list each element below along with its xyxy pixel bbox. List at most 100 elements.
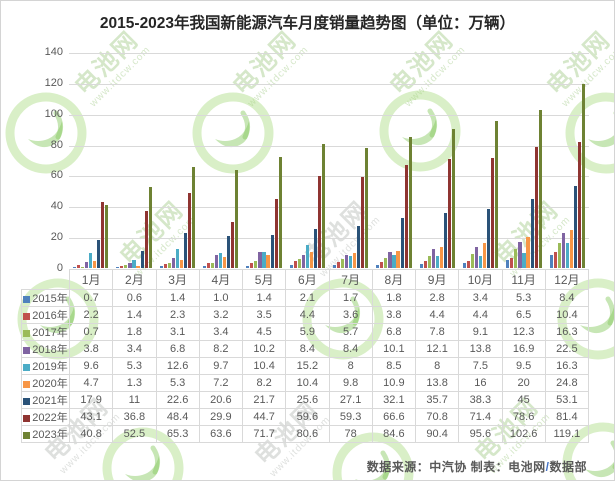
legend-swatch-icon: [23, 414, 31, 422]
bar-2022年-2月: [144, 211, 148, 268]
bar-2015年-4月: [202, 266, 207, 268]
bar-2023年-6月: [321, 143, 326, 268]
value-cell: 95.6: [458, 425, 503, 443]
value-cell: 7.2: [198, 374, 244, 392]
y-axis-tick-label: 100: [44, 107, 63, 120]
value-cell: 44.7: [241, 408, 287, 426]
month-header-cell: 1月: [68, 269, 114, 290]
value-cell: 59.6: [285, 408, 330, 426]
value-cell: 2.2: [68, 306, 114, 324]
value-cell: 27.1: [328, 391, 373, 409]
maker-dept-label: 数据部: [549, 460, 587, 474]
value-cell: 36.8: [112, 408, 157, 426]
legend-cell-2020年: 2020年: [21, 374, 70, 392]
value-cell: 78: [328, 425, 373, 443]
table-row-2018年: 2018年 3.8 3.4 6.8 8.2 10.2 8.4 8.4 10.1 12.1 13.8 1…: [21, 340, 590, 358]
value-cell: 78.6: [501, 408, 546, 426]
legend-swatch-icon: [23, 346, 31, 354]
bar-2020年-12月: [569, 229, 573, 268]
value-cell: 81.4: [544, 408, 590, 426]
bar-2017年-2月: [124, 265, 128, 268]
value-cell: 5.9: [285, 323, 330, 341]
value-cell: 48.4: [155, 408, 200, 426]
bar-2018年-7月: [345, 255, 349, 268]
value-cell: 2.1: [285, 289, 330, 307]
bar-2020年-1月: [93, 260, 97, 268]
gridline: [69, 114, 589, 116]
bar-2020年-8月: [396, 251, 400, 268]
table-row-2015年: 2015年 0.7 0.6 1.4 1.0 1.4 2.1 1.7 1.8 2.8 3.4 5.3 8.…: [21, 289, 590, 307]
bar-2019年-3月: [175, 248, 179, 268]
bar-2021年-2月: [140, 251, 144, 268]
bar-2017年-10月: [470, 253, 475, 268]
month-header-cell: 8月: [371, 269, 417, 290]
bar-2023年-1月: [105, 205, 109, 268]
bar-2017年-4月: [210, 262, 215, 268]
bar-2022年-11月: [534, 146, 538, 268]
legend-cell-2017年: 2017年: [21, 323, 70, 341]
legend-swatch-icon: [23, 329, 31, 337]
bar-2022年-6月: [317, 176, 322, 268]
value-cell: 3.2: [198, 306, 244, 324]
value-cell: 32.1: [371, 391, 417, 409]
month-header-cell: 10月: [458, 269, 503, 290]
value-cell: 7.5: [458, 357, 503, 375]
table-row-2017年: 2017年 0.7 1.8 3.1 3.4 4.5 5.9 5.7 6.8 7.8 9.1 12.3 1…: [21, 323, 590, 341]
value-cell: 12.1: [414, 340, 460, 358]
bar-2015年-8月: [376, 265, 380, 268]
bar-2021年-4月: [227, 236, 231, 268]
value-cell: 10.9: [371, 374, 417, 392]
bar-2016年-6月: [293, 261, 297, 268]
table-row-2020年: 2020年 4.7 1.3 5.3 7.2 8.2 10.4 9.8 10.9 13.8 16 20 2…: [21, 374, 590, 392]
bar-2020年-7月: [353, 252, 357, 268]
legend-cell-2016年: 2016年: [21, 306, 70, 324]
bar-2018年-9月: [431, 249, 435, 268]
value-cell: 1.4: [241, 289, 287, 307]
month-header-cell: 4月: [198, 269, 244, 290]
bar-2017年-1月: [80, 266, 85, 268]
y-axis-tick-label: 120: [44, 76, 63, 89]
legend-swatch-icon: [23, 312, 31, 320]
value-cell: 5.7: [328, 323, 373, 341]
bar-2023年-5月: [278, 157, 282, 268]
value-cell: 8: [328, 357, 373, 375]
value-cell: 35.7: [414, 391, 460, 409]
bar-2023年-10月: [495, 120, 499, 268]
value-cell: 0.6: [112, 289, 157, 307]
bar-2021年-1月: [97, 240, 101, 268]
bar-2019年-12月: [565, 242, 569, 268]
value-cell: 9.7: [198, 357, 244, 375]
value-cell: 71.4: [458, 408, 503, 426]
table-row-2016年: 2016年 2.2 1.4 2.3 3.2 3.5 4.4 3.6 3.8 4.4 4.4 6.5 10…: [21, 306, 590, 324]
value-cell: 38.3: [458, 391, 503, 409]
value-cell: 20: [501, 374, 546, 392]
value-cell: 3.6: [328, 306, 373, 324]
bar-2019年-5月: [262, 251, 266, 268]
bar-2018年-4月: [215, 255, 219, 268]
legend-cell-2023年: 2023年: [21, 425, 70, 443]
value-cell: 53.1: [544, 391, 590, 409]
value-cell: 5.3: [112, 357, 157, 375]
bar-2018年-1月: [85, 262, 89, 268]
value-cell: 16: [458, 374, 503, 392]
value-cell: 4.4: [458, 306, 503, 324]
bar-2015年-2月: [116, 267, 120, 268]
bar-2020年-2月: [136, 266, 140, 268]
bar-2020年-4月: [223, 256, 227, 268]
legend-swatch-icon: [23, 363, 31, 371]
value-cell: 4.4: [285, 306, 330, 324]
bar-2018年-2月: [128, 262, 132, 268]
value-cell: 66.6: [371, 408, 417, 426]
bar-2020年-5月: [266, 255, 270, 268]
legend-cell-2018年: 2018年: [21, 340, 70, 358]
y-axis-tick-label: 20: [50, 231, 63, 244]
value-cell: 13.8: [414, 374, 460, 392]
bar-2022年-8月: [404, 165, 408, 268]
bar-2016年-9月: [423, 261, 427, 268]
value-cell: 10.4: [285, 374, 330, 392]
bar-2020年-6月: [309, 251, 313, 268]
legend-cell-2019年: 2019年: [21, 357, 70, 375]
bar-2018年-6月: [301, 255, 305, 268]
value-cell: 1.4: [112, 306, 157, 324]
bar-2023年-4月: [235, 169, 239, 268]
